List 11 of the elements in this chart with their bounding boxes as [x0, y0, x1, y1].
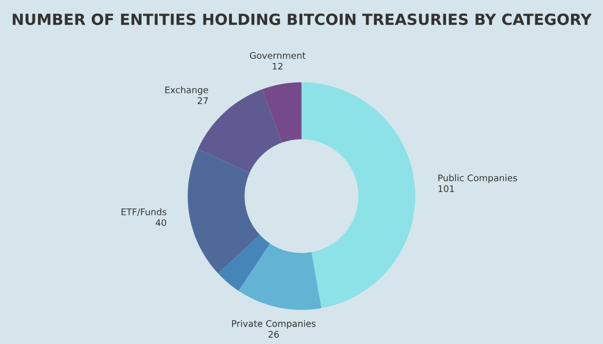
slice-label: ETF/Funds [122, 208, 166, 216]
slice-label: Government [250, 52, 306, 59]
data-label: 40 [156, 219, 166, 226]
data-label: 12 [272, 62, 282, 70]
chart-title: NUMBER OF ENTITIES HOLDING BITCOIN TREASURIES BY CATEGORY [12, 14, 592, 26]
data-label: 101 [438, 185, 454, 192]
slice-label: Private Companies [232, 320, 316, 329]
slice-label: Public Companies [438, 174, 518, 184]
data-label: 27 [198, 97, 208, 104]
slice-label: Exchange [165, 86, 208, 96]
data-label: 26 [268, 330, 279, 338]
